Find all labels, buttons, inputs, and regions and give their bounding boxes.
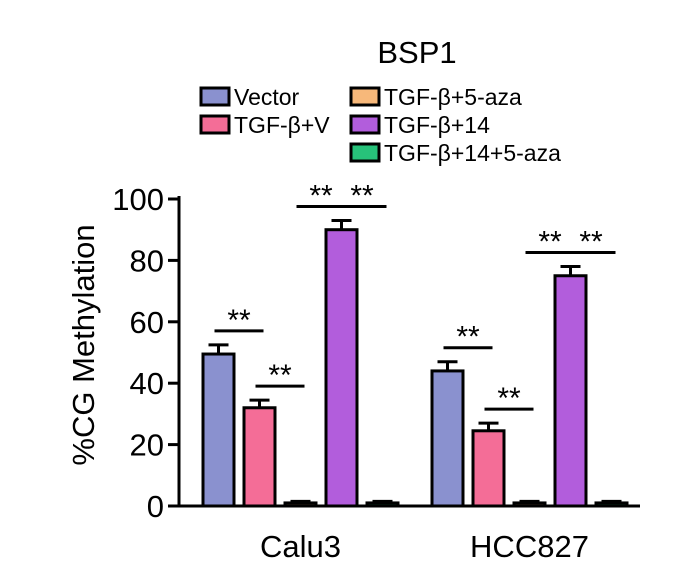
bar [553,274,588,508]
significance-label: ** [538,226,562,259]
legend-swatch [349,114,381,135]
bar [242,406,277,508]
significance-label: ** [456,321,480,354]
significance-label: ** [268,359,292,392]
legend-swatch [349,142,381,163]
x-tick-label: HCC827 [470,529,589,564]
y-axis-label: %CG Methylation [66,224,101,465]
bar [324,228,359,508]
legend-swatch [199,114,231,135]
legend-swatch [349,86,381,107]
significance-markers: ** ** ** ** ** ** ** ** [214,179,616,415]
legend-label: TGF-β+14 [384,112,490,138]
significance-label: ** [309,179,333,212]
bars [201,218,629,508]
significance-label: ** [227,304,251,337]
bar [430,369,465,508]
bar [201,352,236,508]
y-tick-label: 60 [130,305,164,340]
legend-label: Vector [234,84,300,110]
x-tick-labels: Calu3 HCC827 [260,529,589,564]
bar [365,501,400,508]
significance-label: ** [579,226,603,259]
significance-label: ** [497,382,521,415]
y-tick-label: 0 [147,489,164,524]
y-tick-label: 80 [130,243,164,278]
y-tick-label: 100 [112,182,164,217]
chart-title: BSP1 [377,35,456,70]
legend-label: TGF-β+V [234,112,330,138]
bar [471,429,506,508]
y-tick-label: 20 [130,428,164,463]
bar [512,501,547,508]
legend-swatch [199,86,231,107]
bar [283,501,318,508]
bar [594,501,629,508]
significance-label: ** [350,179,374,212]
legend-label: TGF-β+14+5-aza [384,140,561,166]
y-tick-label: 40 [130,366,164,401]
legend-label: TGF-β+5-aza [384,84,522,110]
x-tick-label: Calu3 [260,529,341,564]
